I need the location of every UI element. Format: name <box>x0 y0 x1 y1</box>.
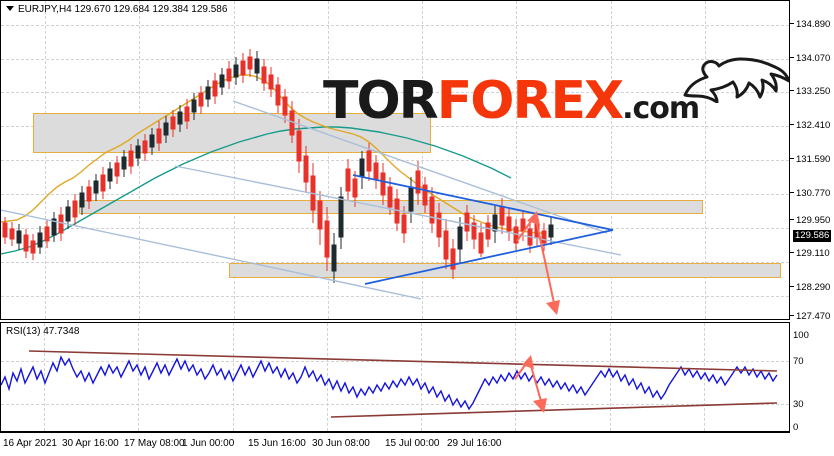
main-chart-header-text: EURJPY,H4 129.670 129.684 129.384 129.58… <box>18 4 228 15</box>
price-tick: 128.290 <box>790 283 830 293</box>
price-series-layer <box>1 49 622 315</box>
channel-line-upper <box>174 165 622 256</box>
gridline-v <box>138 323 139 431</box>
price-tick: 132.410 <box>790 121 830 131</box>
gridline-h <box>1 160 789 161</box>
time-tick-label: 15 Jul 00:00 <box>385 438 440 449</box>
rsi-tick: 70 <box>793 356 804 367</box>
candlestick-series <box>2 49 554 283</box>
rsi-level-30 <box>1 404 789 405</box>
gridline-v <box>44 323 45 431</box>
forecast-down-arrow <box>534 214 560 315</box>
ma-slow-line <box>1 126 512 255</box>
gridline-h <box>1 59 789 60</box>
gridline-v <box>610 323 611 431</box>
rsi-line <box>1 355 778 411</box>
gridline-v <box>421 323 422 431</box>
price-tick: 133.250 <box>790 87 830 97</box>
demand-zone-lower <box>229 263 781 278</box>
rsi-scale[interactable]: 100 70 30 0 <box>790 322 834 433</box>
price-tick: 131.590 <box>790 155 830 165</box>
main-chart-header: EURJPY,H4 129.670 129.684 129.384 129.58… <box>6 4 227 16</box>
gridline-h <box>1 25 789 26</box>
current-price-badge: 129.586 <box>793 230 832 242</box>
time-tick-label: 1 Jun 00:00 <box>182 438 235 449</box>
time-tick-label: 29 Jul 16:00 <box>447 438 502 449</box>
rsi-wedge-upper <box>28 350 778 372</box>
supply-zone-upper <box>33 113 431 153</box>
main-chart-plot[interactable]: TORFOREX.com <box>1 1 789 319</box>
time-tick-label: 16 Apr 2021 <box>3 438 57 449</box>
rsi-tick: 100 <box>793 330 809 341</box>
time-tick-label: 30 Apr 16:00 <box>62 438 119 449</box>
price-tick: 129.950 <box>790 216 830 226</box>
gridline-v <box>704 323 705 431</box>
wedge-lower-trendline <box>364 229 614 285</box>
gridline-h <box>1 228 789 229</box>
rsi-series-layer <box>1 350 778 418</box>
gridline-v <box>233 323 234 431</box>
rsi-forecast-down-arrow <box>528 358 547 413</box>
gridline-h <box>1 194 789 195</box>
wedge-upper-trendline <box>352 174 614 231</box>
time-tick-label: 30 Jun 08:00 <box>312 438 370 449</box>
gridline-h <box>1 262 789 263</box>
price-tick: 127.470 <box>790 312 830 322</box>
gridline-h <box>1 92 789 93</box>
rsi-tick: 30 <box>793 399 804 410</box>
gridline-h <box>1 296 789 297</box>
price-tick: 129.110 <box>790 249 830 259</box>
rsi-indicator-plot[interactable] <box>1 323 789 431</box>
rsi-header-text: RSI(13) 47.7348 <box>6 326 80 337</box>
rsi-header: RSI(13) 47.7348 <box>6 326 79 338</box>
time-tick-label: 17 May 08:00 <box>124 438 185 449</box>
rsi-tick: 0 <box>793 422 799 433</box>
price-tick: 130.770 <box>790 189 830 199</box>
triangle-down-icon[interactable] <box>6 5 14 11</box>
price-tick: 134.070 <box>790 54 830 64</box>
price-scale[interactable]: 134.890 134.070 133.250 132.410 131.590 … <box>790 0 834 322</box>
time-tick-label: 15 Jun 16:00 <box>248 438 306 449</box>
channel-line-lower <box>1 209 422 300</box>
channel-line-descending <box>232 100 608 234</box>
time-axis-line <box>0 432 790 433</box>
rsi-wedge-lower <box>330 402 778 418</box>
price-tick: 134.890 <box>790 20 830 30</box>
gridline-v <box>327 323 328 431</box>
ma-fast-line <box>1 74 545 234</box>
